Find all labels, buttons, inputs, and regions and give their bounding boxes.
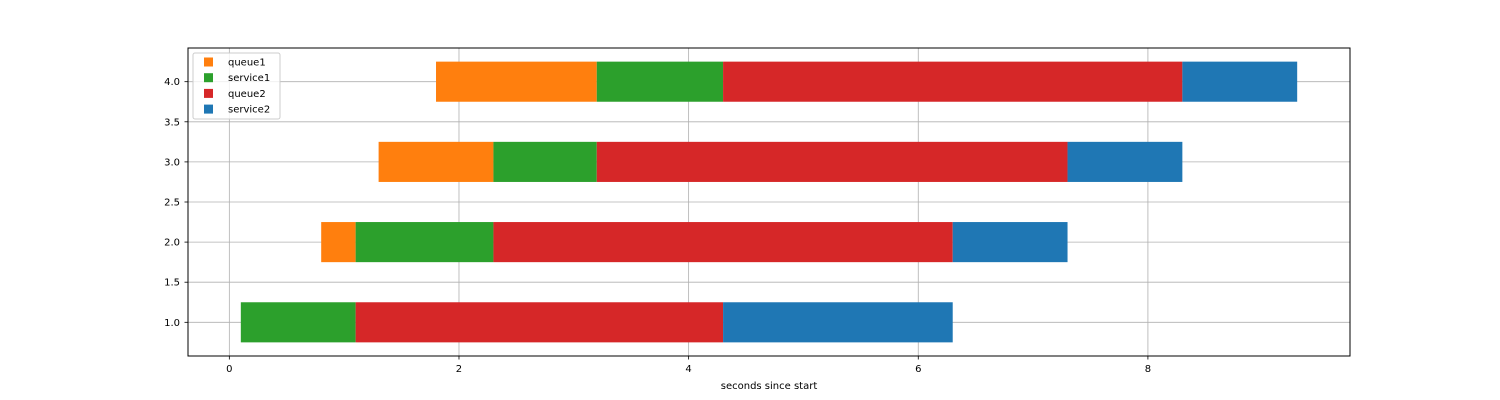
bar-queue2-row-3: [596, 141, 1068, 182]
y-tick-label-1: 1.5: [164, 278, 180, 289]
bar-queue1-row-2: [321, 222, 356, 263]
bar-service1-row-2: [355, 222, 494, 263]
bar-service2-row-2: [952, 222, 1068, 263]
bar-service2-row-4: [1182, 61, 1298, 102]
bar-service1-row-3: [493, 141, 597, 182]
x-axis-label: seconds since start: [721, 381, 818, 392]
y-tick-label-5: 3.5: [164, 117, 180, 128]
x-tick-label-4: 8: [1145, 364, 1151, 375]
bar-queue2-row-1: [355, 302, 724, 343]
x-tick-label-1: 2: [456, 364, 462, 375]
y-tick-label-0: 1.0: [164, 318, 180, 329]
bar-queue1-row-4: [436, 61, 597, 102]
x-tick-label-2: 4: [685, 364, 691, 375]
y-tick-label-3: 2.5: [164, 198, 180, 209]
bar-segments: [240, 61, 1298, 343]
legend-swatch-queue2: [204, 88, 213, 98]
legend-swatch-service1: [204, 73, 213, 83]
x-tick-label-0: 0: [226, 364, 232, 375]
bar-queue2-row-2: [493, 222, 953, 263]
legend-swatch-service2: [204, 104, 213, 114]
x-tick-label-3: 6: [915, 364, 921, 375]
legend-swatch-queue1: [204, 57, 213, 67]
legend-label-queue1: queue1: [228, 58, 266, 69]
legend-label-queue2: queue2: [228, 89, 266, 100]
y-tick-label-2: 2.0: [164, 238, 180, 249]
bar-service1-row-1: [240, 302, 356, 343]
y-tick-label-6: 4.0: [164, 77, 180, 88]
y-tick-label-4: 3.0: [164, 157, 180, 168]
legend-label-service2: service2: [228, 105, 270, 116]
bar-service2-row-3: [1067, 141, 1183, 182]
bar-queue1-row-3: [378, 141, 494, 182]
legend: queue1 service1 queue2 service2: [192, 52, 281, 120]
bar-service2-row-1: [723, 302, 953, 343]
y-axis-ticks: 1.0 1.5 2.0 2.5 3.0 3.5 4.0: [164, 77, 188, 329]
bar-queue2-row-4: [723, 61, 1183, 102]
legend-box: [192, 52, 281, 120]
bar-service1-row-4: [596, 61, 724, 102]
legend-label-service1: service1: [228, 73, 270, 84]
x-axis-ticks: 0 2 4 6 8: [226, 356, 1151, 375]
